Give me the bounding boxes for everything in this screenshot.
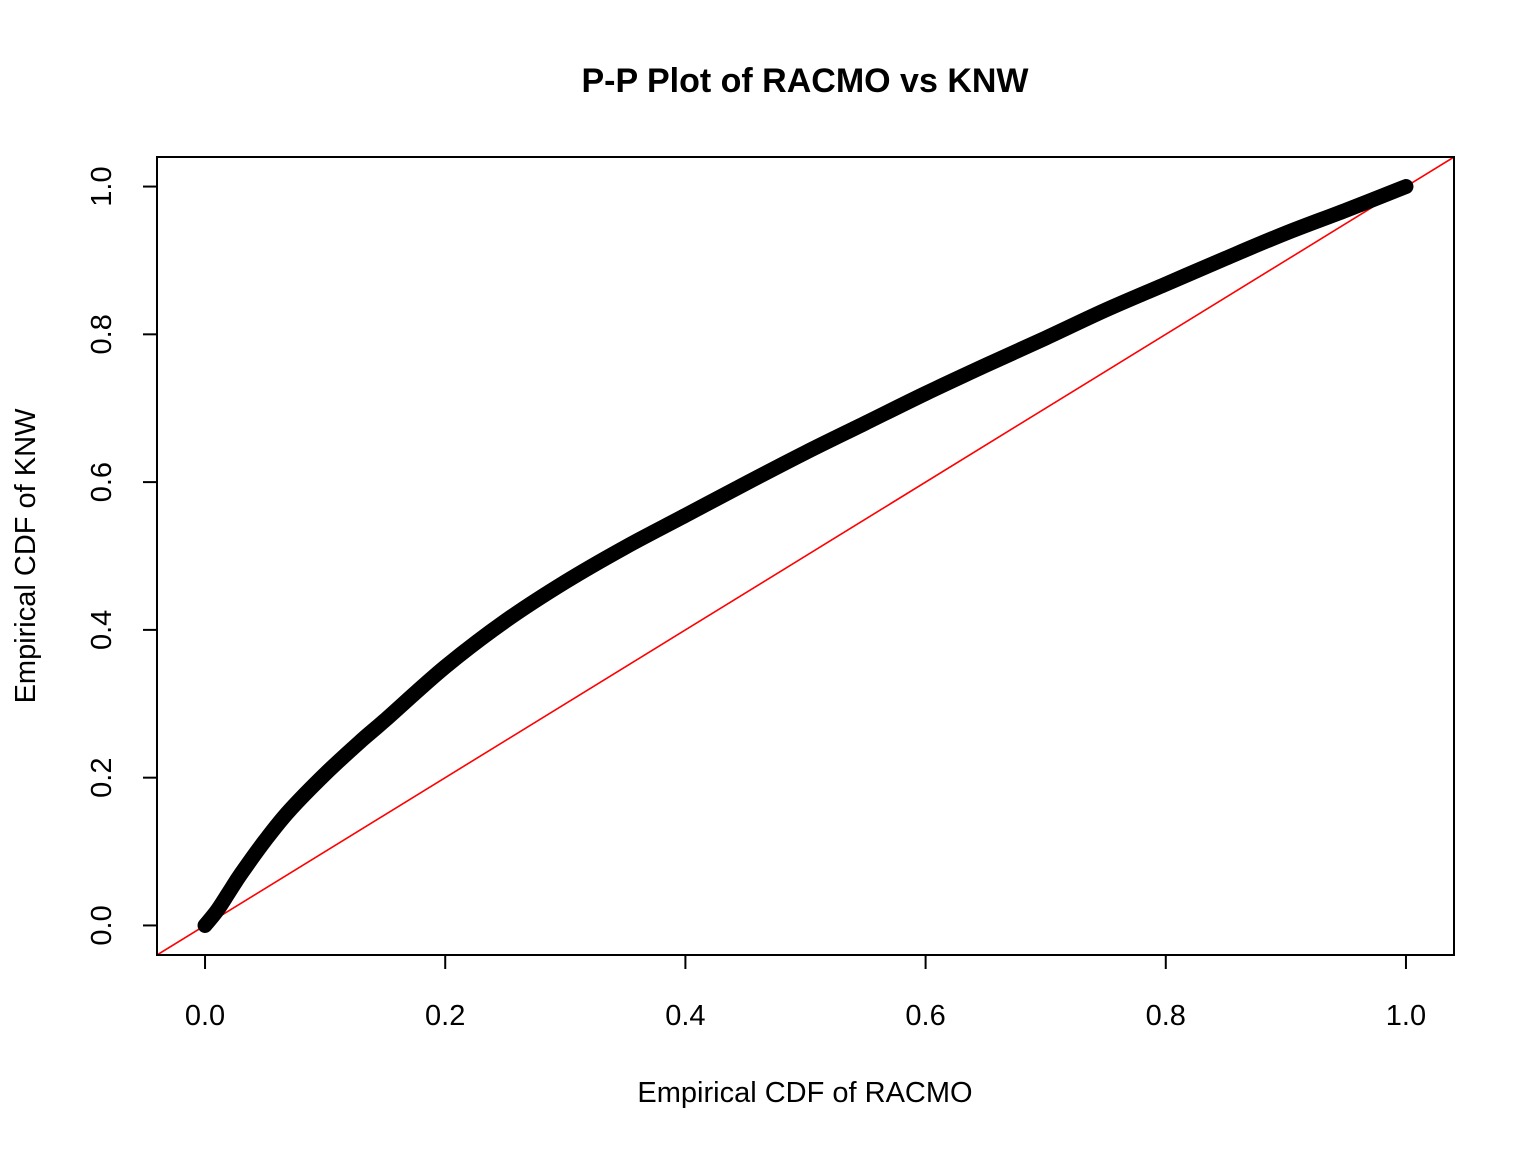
x-axis: 0.0 0.2 0.4 0.6 0.8 1.0 [185,954,1426,1032]
x-tick-label: 0.2 [425,1000,465,1032]
x-tick-label: 0.4 [665,1000,705,1032]
y-tick-label: 1.0 [86,166,118,206]
x-axis-label: Empirical CDF of RACMO [637,1077,972,1109]
x-tick-label: 0.0 [185,1000,225,1032]
reference-line [157,157,1454,955]
series-line-knw [197,179,1414,933]
y-tick-label: 0.8 [86,314,118,354]
y-tick-label: 0.2 [86,758,118,798]
y-tick-label: 0.4 [86,610,118,650]
y-axis-label: Empirical CDF of KNW [10,408,42,703]
x-tick-label: 0.8 [1146,1000,1186,1032]
x-tick-label: 1.0 [1386,1000,1426,1032]
y-tick-label: 0.6 [86,462,118,502]
chart-title: P-P Plot of RACMO vs KNW [581,62,1029,100]
y-axis: 0.0 0.2 0.4 0.6 0.8 1.0 [86,166,158,946]
x-tick-label: 0.6 [905,1000,945,1032]
y-tick-label: 0.0 [86,905,118,945]
